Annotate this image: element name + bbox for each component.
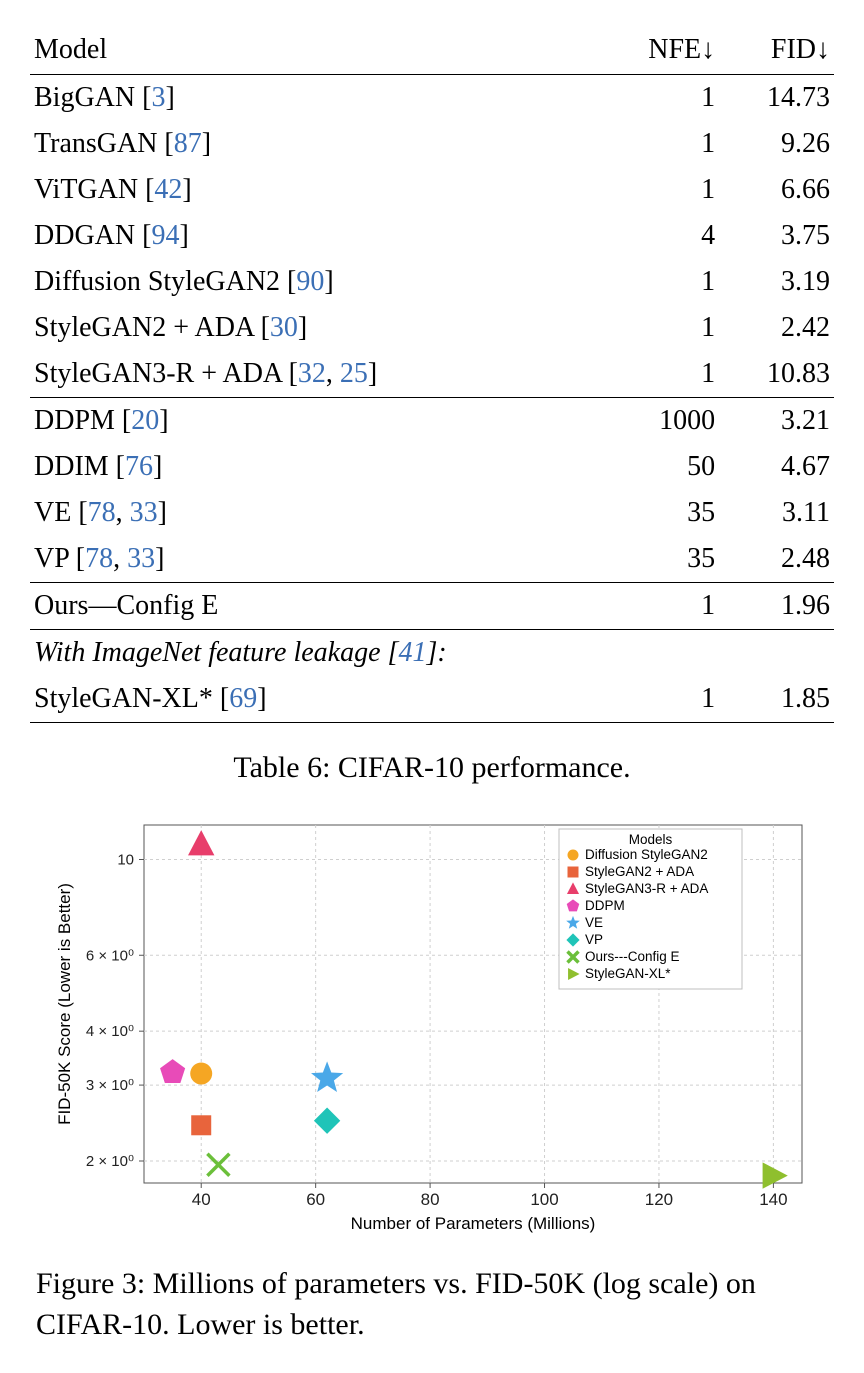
cell-model: TransGAN [87] — [30, 121, 598, 167]
table-row: ViTGAN [42]16.66 — [30, 167, 834, 213]
cell-model: DDPM [20] — [30, 398, 598, 445]
svg-text:140: 140 — [759, 1190, 787, 1209]
svg-text:10: 10 — [117, 852, 134, 869]
table-caption: Table 6: CIFAR-10 performance. — [30, 751, 834, 785]
svg-text:40: 40 — [192, 1190, 211, 1209]
svg-text:4 × 10⁰: 4 × 10⁰ — [86, 1023, 134, 1040]
cell-fid: 9.26 — [719, 121, 834, 167]
cell-fid: 3.19 — [719, 259, 834, 305]
cell-nfe: 1000 — [598, 398, 719, 445]
cell-fid: 3.11 — [719, 490, 834, 536]
cell-nfe: 4 — [598, 213, 719, 259]
cell-fid: 2.48 — [719, 536, 834, 583]
cell-model: Ours—Config E — [30, 583, 598, 630]
cell-nfe: 1 — [598, 676, 719, 723]
cell-nfe: 1 — [598, 259, 719, 305]
svg-text:Diffusion StyleGAN2: Diffusion StyleGAN2 — [585, 847, 708, 862]
col-nfe: NFE↓ — [598, 28, 719, 75]
cell-nfe: 1 — [598, 305, 719, 351]
svg-text:DDPM: DDPM — [585, 898, 625, 913]
cell-model: VP [78, 33] — [30, 536, 598, 583]
cell-nfe: 50 — [598, 444, 719, 490]
table-row: Diffusion StyleGAN2 [90]13.19 — [30, 259, 834, 305]
cell-model: DDGAN [94] — [30, 213, 598, 259]
cell-nfe: 1 — [598, 167, 719, 213]
svg-text:StyleGAN3-R + ADA: StyleGAN3-R + ADA — [585, 881, 708, 896]
cell-fid: 1.96 — [719, 583, 834, 630]
leakage-label: With ImageNet feature leakage [41]: — [30, 630, 834, 677]
table-row: VE [78, 33]353.11 — [30, 490, 834, 536]
table-row: VP [78, 33]352.48 — [30, 536, 834, 583]
cell-model: ViTGAN [42] — [30, 167, 598, 213]
table-row: StyleGAN2 + ADA [30]12.42 — [30, 305, 834, 351]
table-row: DDPM [20]10003.21 — [30, 398, 834, 445]
svg-text:StyleGAN2 + ADA: StyleGAN2 + ADA — [585, 864, 694, 879]
table-row: StyleGAN3-R + ADA [32, 25]110.83 — [30, 351, 834, 398]
cell-fid: 14.73 — [719, 75, 834, 122]
col-fid: FID↓ — [719, 28, 834, 75]
results-table: Model NFE↓ FID↓ BigGAN [3]114.73TransGAN… — [30, 28, 834, 723]
col-model: Model — [30, 28, 598, 75]
cell-fid: 1.85 — [719, 676, 834, 723]
cell-nfe: 35 — [598, 490, 719, 536]
table-row: DDGAN [94]43.75 — [30, 213, 834, 259]
scatter-chart: 40 60 80 100 120 140 2 × 10⁰ 3 × 10⁰ 4 × 10⁰ 6 × … — [52, 809, 812, 1244]
cell-model: Diffusion StyleGAN2 [90] — [30, 259, 598, 305]
cell-fid: 4.67 — [719, 444, 834, 490]
svg-text:FID-50K Score (Lower is Better: FID-50K Score (Lower is Better) — [55, 883, 74, 1125]
table-row: TransGAN [87]19.26 — [30, 121, 834, 167]
cell-nfe: 35 — [598, 536, 719, 583]
cell-model: DDIM [76] — [30, 444, 598, 490]
svg-text:120: 120 — [645, 1190, 673, 1209]
svg-text:2 × 10⁰: 2 × 10⁰ — [86, 1153, 134, 1170]
table-row-leakage-header: With ImageNet feature leakage [41]: — [30, 630, 834, 677]
svg-text:80: 80 — [421, 1190, 440, 1209]
cell-model: StyleGAN3-R + ADA [32, 25] — [30, 351, 598, 398]
svg-text:3 × 10⁰: 3 × 10⁰ — [86, 1077, 134, 1094]
cell-nfe: 1 — [598, 75, 719, 122]
svg-text:VP: VP — [585, 932, 603, 947]
cell-model: BigGAN [3] — [30, 75, 598, 122]
svg-text:StyleGAN-XL*: StyleGAN-XL* — [585, 966, 671, 981]
cell-fid: 2.42 — [719, 305, 834, 351]
figure-caption: Figure 3: Millions of parameters vs. FID… — [36, 1264, 828, 1345]
table-row: BigGAN [3]114.73 — [30, 75, 834, 122]
svg-text:100: 100 — [530, 1190, 558, 1209]
table-row: Ours—Config E11.96 — [30, 583, 834, 630]
svg-text:60: 60 — [306, 1190, 325, 1209]
svg-text:Models: Models — [629, 832, 673, 847]
cell-nfe: 1 — [598, 121, 719, 167]
cell-fid: 3.75 — [719, 213, 834, 259]
cell-model: StyleGAN2 + ADA [30] — [30, 305, 598, 351]
cell-fid: 6.66 — [719, 167, 834, 213]
cell-model: VE [78, 33] — [30, 490, 598, 536]
cell-nfe: 1 — [598, 583, 719, 630]
cell-model: StyleGAN-XL* [69] — [30, 676, 598, 723]
table-row: DDIM [76]504.67 — [30, 444, 834, 490]
svg-text:VE: VE — [585, 915, 603, 930]
cell-nfe: 1 — [598, 351, 719, 398]
svg-text:6 × 10⁰: 6 × 10⁰ — [86, 947, 134, 964]
cell-fid: 10.83 — [719, 351, 834, 398]
table-row: StyleGAN-XL* [69]11.85 — [30, 676, 834, 723]
svg-text:Number of Parameters (Millions: Number of Parameters (Millions) — [351, 1214, 596, 1233]
cell-fid: 3.21 — [719, 398, 834, 445]
svg-text:Ours---Config E: Ours---Config E — [585, 949, 680, 964]
